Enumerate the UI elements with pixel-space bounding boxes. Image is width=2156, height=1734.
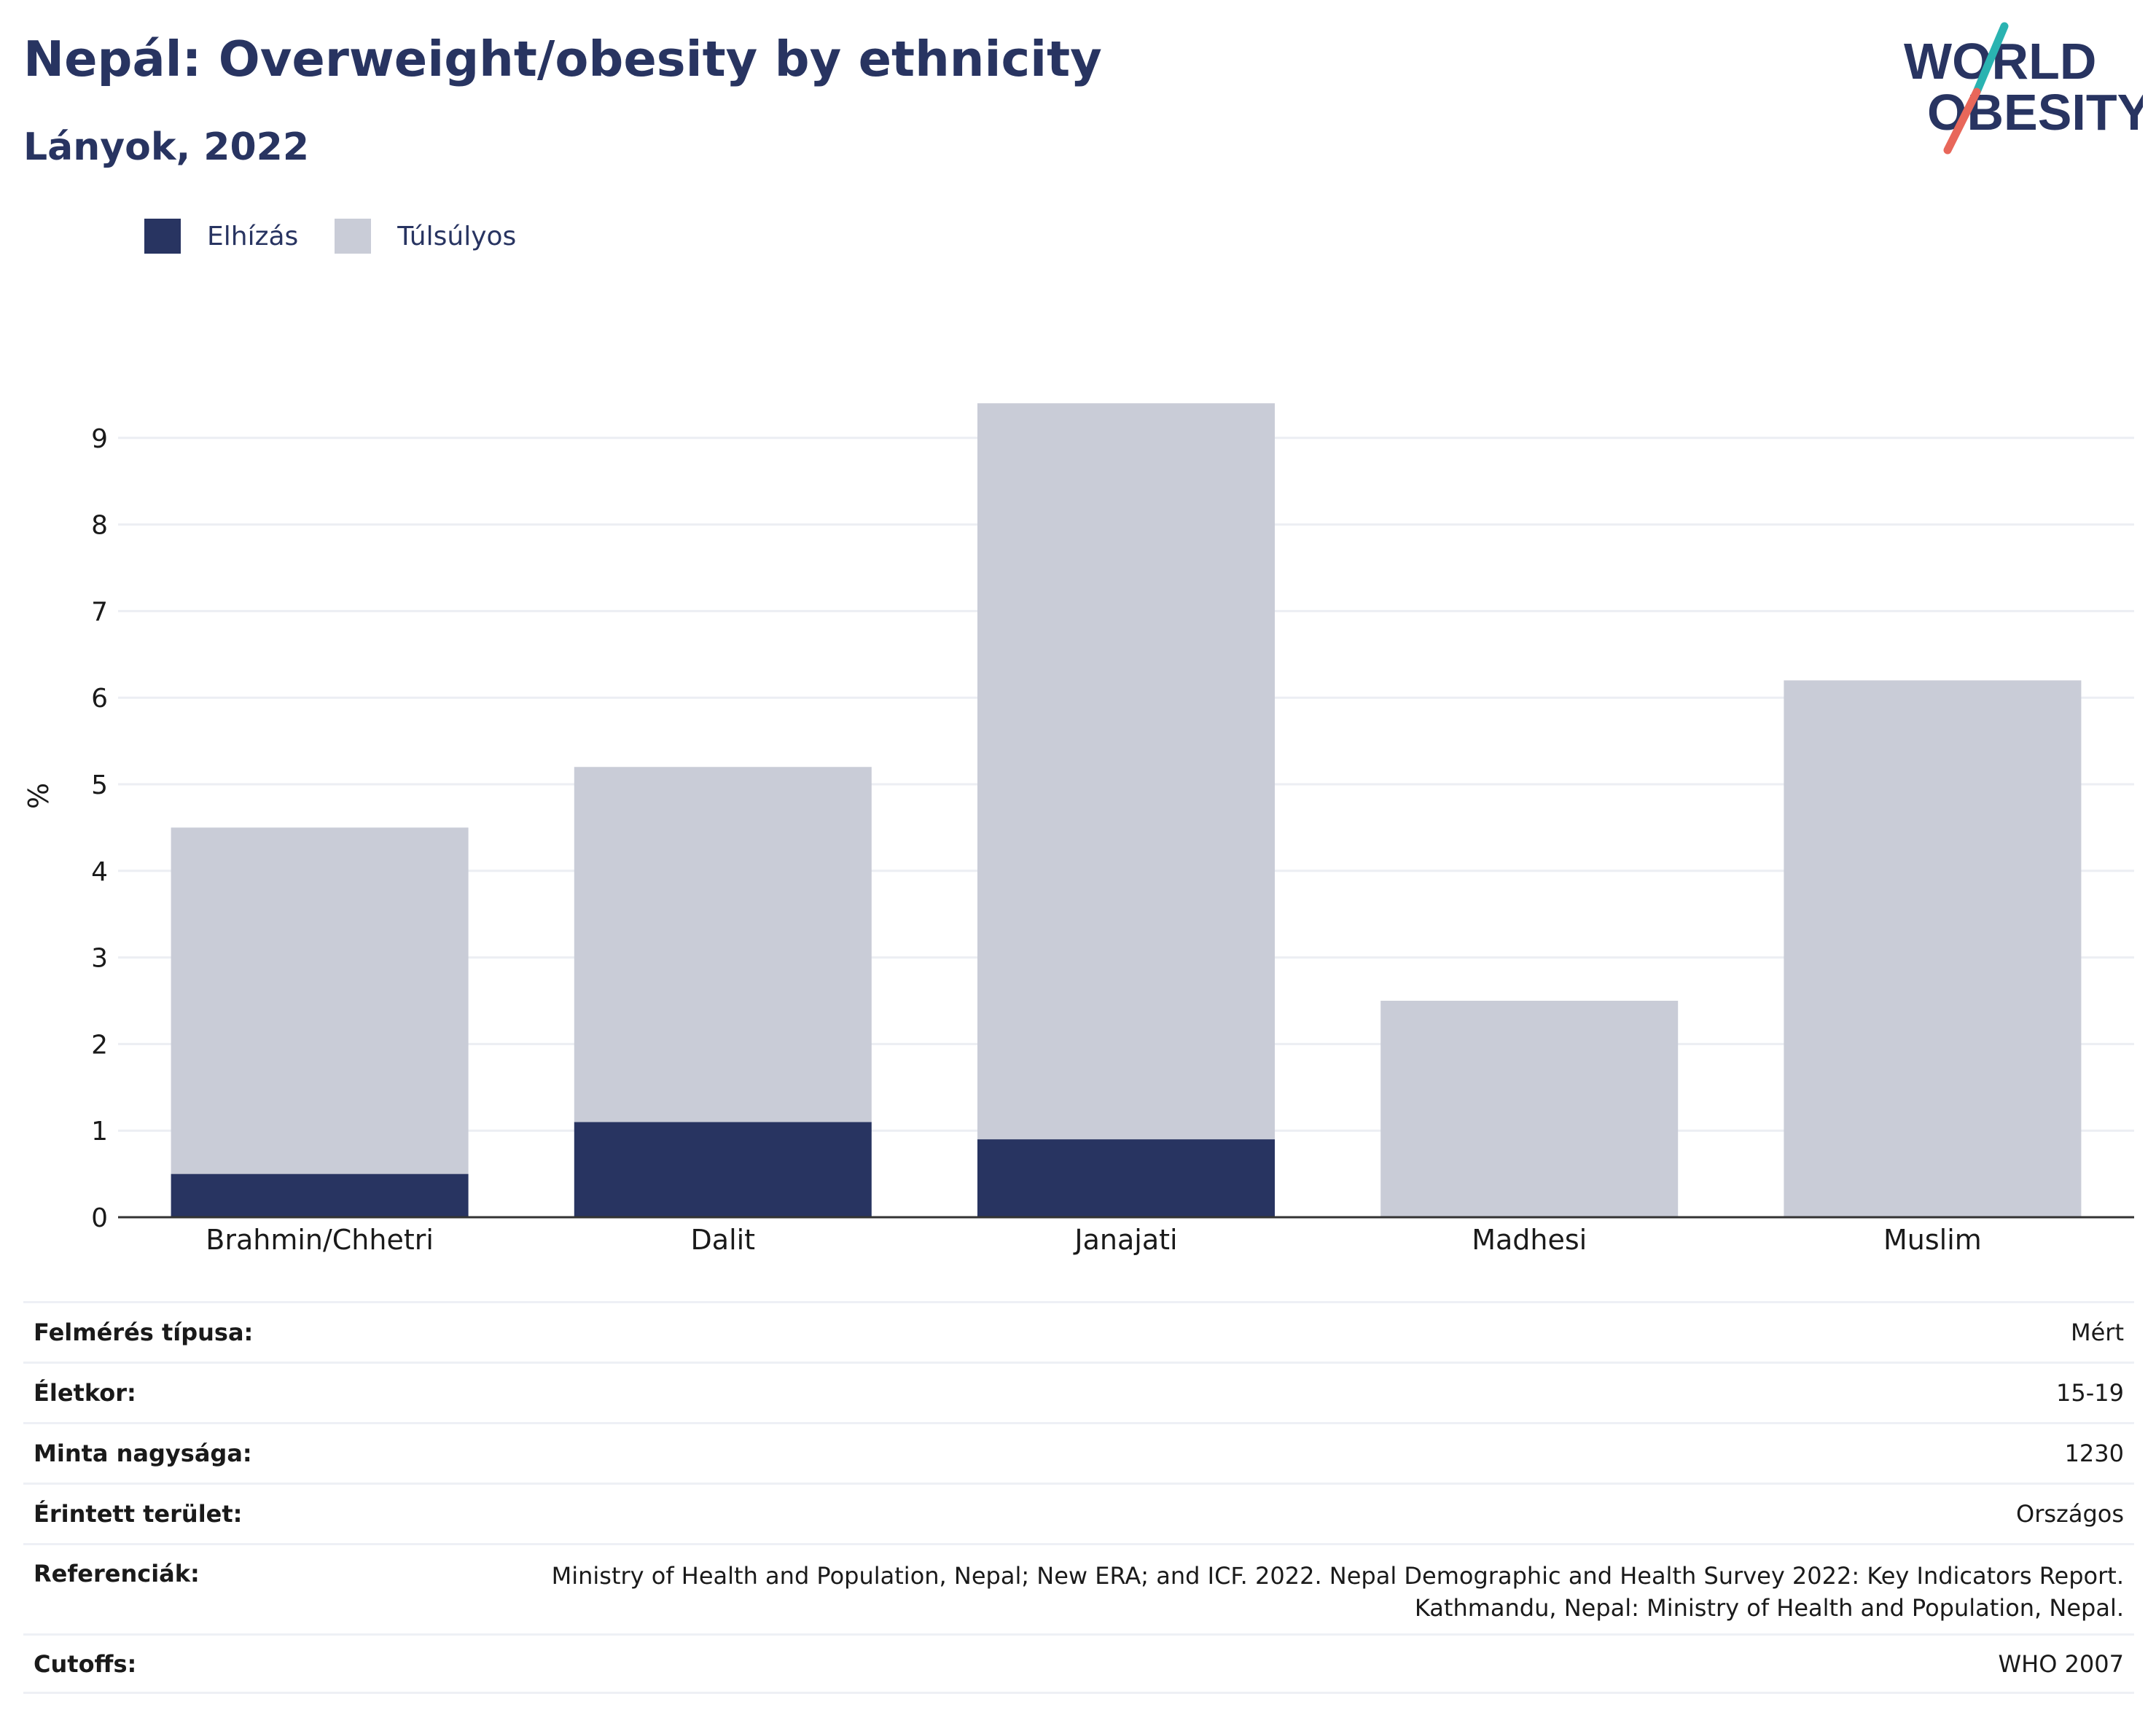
y-tick-label: 4 — [91, 857, 108, 887]
meta-value: Országos — [2016, 1500, 2124, 1528]
meta-row-sample-size: Minta nagysága: 1230 — [23, 1422, 2134, 1483]
meta-value-references: Ministry of Health and Population, Nepal… — [552, 1560, 2124, 1624]
bar-overweight[interactable] — [977, 403, 1275, 1140]
bar-obesity[interactable] — [574, 1122, 872, 1217]
x-tick-label: Muslim — [1883, 1224, 1982, 1256]
meta-label: Minta nagysága: — [34, 1440, 252, 1467]
meta-label: Életkor: — [34, 1379, 136, 1407]
x-tick-label: Brahmin/Chhetri — [206, 1224, 434, 1256]
legend-swatch-obesity — [144, 219, 181, 254]
bar-overweight[interactable] — [171, 827, 469, 1174]
y-tick-label: 9 — [91, 424, 108, 454]
bar-obesity[interactable] — [171, 1173, 469, 1217]
bar-overweight[interactable] — [1380, 1001, 1679, 1217]
chart-subtitle: Lányok, 2022 — [23, 125, 310, 169]
y-axis-title: % — [23, 783, 55, 809]
chart-legend: Elhízás Túlsúlyos — [144, 217, 552, 255]
legend-label-obesity: Elhízás — [207, 221, 299, 251]
meta-value: Mért — [2071, 1319, 2124, 1346]
world-obesity-logo: WORLD OBESITY — [1904, 22, 2143, 155]
meta-value: 1230 — [2064, 1440, 2124, 1467]
y-tick-label: 3 — [91, 944, 108, 974]
survey-metadata-table: Felmérés típusa: Mért Életkor: 15-19 Min… — [23, 1301, 2134, 1694]
meta-row-age: Életkor: 15-19 — [23, 1362, 2134, 1422]
bar-overweight[interactable] — [574, 767, 872, 1122]
reference-line-1: Ministry of Health and Population, Nepal… — [551, 1562, 2124, 1590]
y-tick-label: 7 — [91, 597, 108, 627]
y-tick-label: 0 — [91, 1203, 108, 1233]
meta-row-area: Érintett terület: Országos — [23, 1483, 2134, 1543]
meta-label: Érintett terület: — [34, 1500, 243, 1528]
meta-label: Referenciák: — [34, 1560, 200, 1587]
x-tick-label: Madhesi — [1472, 1224, 1587, 1256]
logo-slash-teal — [1972, 22, 2009, 96]
reference-line-2: Kathmandu, Nepal: Ministry of Health and… — [1414, 1594, 2124, 1622]
x-tick-label: Janajati — [1073, 1224, 1177, 1256]
y-tick-label: 8 — [91, 511, 108, 541]
legend-label-overweight: Túlsúlyos — [397, 221, 517, 251]
y-tick-label: 2 — [91, 1030, 108, 1060]
bar-overweight[interactable] — [1784, 680, 2082, 1217]
meta-row-cutoffs: Cutoffs: WHO 2007 — [23, 1633, 2134, 1694]
bars — [171, 403, 2082, 1217]
logo-slash-coral — [1943, 87, 1981, 155]
bar-obesity[interactable] — [977, 1139, 1275, 1217]
meta-label: Felmérés típusa: — [34, 1319, 254, 1346]
legend-swatch-overweight — [335, 219, 372, 254]
y-tick-label: 6 — [91, 684, 108, 714]
y-tick-label: 5 — [91, 770, 108, 800]
meta-row-survey-type: Felmérés típusa: Mért — [23, 1301, 2134, 1362]
chart-title: Nepál: Overweight/obesity by ethnicity — [23, 31, 1102, 87]
y-axis-ticks: 0 1 2 3 4 5 6 7 8 9 — [91, 424, 108, 1233]
x-axis-labels: Brahmin/Chhetri Dalit Janajati Madhesi Musli… — [206, 1224, 1982, 1256]
meta-value: 15-19 — [2056, 1379, 2124, 1407]
meta-label: Cutoffs: — [34, 1649, 137, 1678]
meta-value: WHO 2007 — [1998, 1649, 2125, 1678]
x-tick-label: Dalit — [691, 1224, 756, 1256]
y-tick-label: 1 — [91, 1117, 108, 1147]
meta-row-references: Referenciák: Ministry of Health and Popu… — [23, 1543, 2134, 1633]
bar-chart: 0 1 2 3 4 5 6 7 8 9 Brahmin/Chhetri Dalit Janajati M… — [23, 403, 2134, 1256]
legend-item-overweight[interactable]: Túlsúlyos — [335, 219, 516, 254]
legend-item-obesity[interactable]: Elhízás — [144, 219, 298, 254]
